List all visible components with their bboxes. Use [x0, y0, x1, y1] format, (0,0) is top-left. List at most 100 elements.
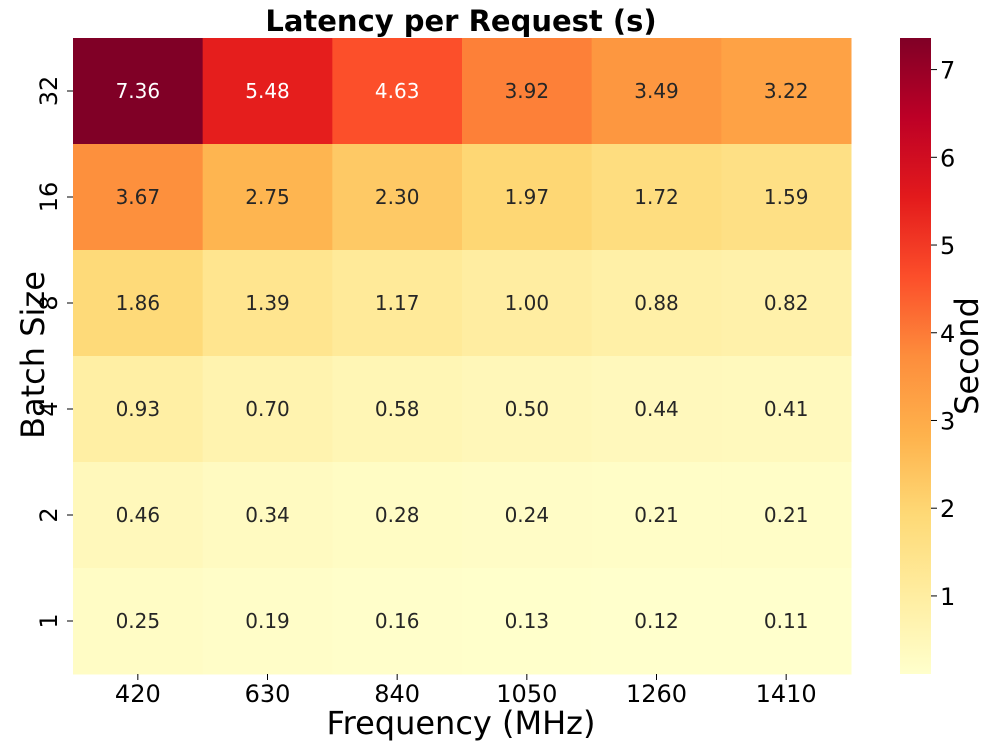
heatmap-cell — [73, 38, 204, 145]
cell-value-label: 1.86 — [116, 291, 161, 315]
heatmap-cell — [73, 356, 204, 463]
heatmap-cell — [462, 356, 593, 463]
cell-value-label: 0.93 — [116, 397, 161, 421]
x-tick-label: 1260 — [626, 680, 687, 708]
heatmap-cell — [721, 250, 852, 357]
x-tick-label: 1050 — [496, 680, 557, 708]
cell-value-label: 0.21 — [634, 503, 679, 527]
colorbar — [900, 38, 931, 674]
cell-value-label: 0.12 — [634, 609, 679, 633]
cell-value-label: 1.59 — [764, 185, 809, 209]
cell-value-label: 0.44 — [634, 397, 679, 421]
colorbar-ticks: 1 2 3 4 5 6 7 — [931, 57, 955, 611]
y-axis-ticks: 32 16 8 4 2 1 — [35, 76, 73, 629]
y-tick-label: 16 — [35, 182, 63, 213]
heatmap-cell — [591, 356, 722, 463]
cell-value-label: 1.17 — [375, 291, 420, 315]
colorbar-tick-label: 6 — [940, 144, 955, 172]
heatmap-cell — [332, 250, 463, 357]
heatmap-cells — [73, 38, 852, 675]
heatmap-cell — [332, 38, 463, 145]
heatmap-cell — [202, 568, 333, 675]
cell-value-label: 5.48 — [245, 79, 290, 103]
colorbar-tick-label: 3 — [940, 407, 955, 435]
cell-value-label: 1.72 — [634, 185, 679, 209]
cell-value-label: 0.58 — [375, 397, 420, 421]
y-axis-label: Batch Size — [14, 271, 52, 439]
cell-value-label: 4.63 — [375, 79, 420, 103]
heatmap-cell — [332, 568, 463, 675]
cell-value-label: 0.88 — [634, 291, 679, 315]
colorbar-tick-label: 1 — [940, 583, 955, 611]
cell-value-label: 3.22 — [764, 79, 809, 103]
heatmap-cell — [202, 462, 333, 569]
cell-value-label: 0.28 — [375, 503, 420, 527]
heatmap-cell — [73, 250, 204, 357]
heatmap-cell — [591, 250, 722, 357]
y-tick-label: 4 — [35, 401, 63, 416]
heatmap-cell — [202, 144, 333, 251]
cell-value-label: 0.41 — [764, 397, 809, 421]
heatmap-cell — [202, 250, 333, 357]
x-axis-label: Frequency (MHz) — [327, 704, 596, 742]
heatmap-cell — [721, 38, 852, 145]
cell-value-label: 0.34 — [245, 503, 290, 527]
x-tick-label: 420 — [115, 680, 161, 708]
x-tick-label: 840 — [374, 680, 420, 708]
cell-value-label: 0.19 — [245, 609, 290, 633]
heatmap-cell — [73, 462, 204, 569]
heatmap-cell — [462, 38, 593, 145]
colorbar-tick-label: 7 — [940, 57, 955, 85]
cell-value-label: 7.36 — [116, 79, 161, 103]
cell-value-label: 0.16 — [375, 609, 420, 633]
cell-value-label: 1.97 — [505, 185, 550, 209]
heatmap-cell — [332, 462, 463, 569]
cell-value-label: 2.30 — [375, 185, 420, 209]
heatmap-cell — [462, 144, 593, 251]
x-tick-label: 1410 — [756, 680, 817, 708]
y-tick-label: 32 — [35, 76, 63, 107]
colorbar-tick-label: 2 — [940, 495, 955, 523]
colorbar-tick-label: 5 — [940, 232, 955, 260]
heatmap-cell — [591, 568, 722, 675]
cell-value-label: 0.82 — [764, 291, 809, 315]
heatmap-cell — [332, 144, 463, 251]
heatmap-cell — [202, 38, 333, 145]
heatmap-cell — [721, 356, 852, 463]
cell-value-label: 0.25 — [116, 609, 161, 633]
x-axis-ticks: 420 630 840 1050 1260 1410 — [115, 674, 817, 708]
chart-title: Latency per Request (s) — [265, 4, 656, 38]
heatmap-cell — [721, 462, 852, 569]
x-tick-label: 630 — [245, 680, 291, 708]
heatmap-cell — [591, 144, 722, 251]
heatmap-cell — [721, 144, 852, 251]
heatmap-cell — [462, 250, 593, 357]
cell-value-label: 0.21 — [764, 503, 809, 527]
cell-value-label: 3.67 — [116, 185, 161, 209]
heatmap-cell — [73, 568, 204, 675]
heatmap-cell — [591, 38, 722, 145]
heatmap-cell — [462, 568, 593, 675]
heatmap-cell — [721, 568, 852, 675]
y-tick-label: 2 — [35, 507, 63, 522]
cell-value-label: 2.75 — [245, 185, 290, 209]
cell-value-label: 0.50 — [505, 397, 550, 421]
cell-value-label: 0.70 — [245, 397, 290, 421]
heatmap-cell — [332, 356, 463, 463]
cell-value-label: 0.46 — [116, 503, 161, 527]
heatmap-cell-labels: 7.36 5.48 4.63 3.92 3.49 3.22 3.67 2.75 2.30 1.97… — [116, 79, 809, 633]
heatmap-cell — [462, 462, 593, 569]
cell-value-label: 0.13 — [505, 609, 550, 633]
heatmap-cell — [591, 462, 722, 569]
heatmap-cell — [73, 144, 204, 251]
colorbar-tick-label: 4 — [940, 320, 955, 348]
heatmap-cell — [202, 356, 333, 463]
cell-value-label: 0.24 — [505, 503, 550, 527]
cell-value-label: 3.49 — [634, 79, 679, 103]
y-tick-label: 8 — [35, 295, 63, 310]
cell-value-label: 0.11 — [764, 609, 809, 633]
colorbar-label: Second — [948, 297, 986, 415]
y-tick-label: 1 — [35, 613, 63, 628]
cell-value-label: 1.00 — [505, 291, 550, 315]
